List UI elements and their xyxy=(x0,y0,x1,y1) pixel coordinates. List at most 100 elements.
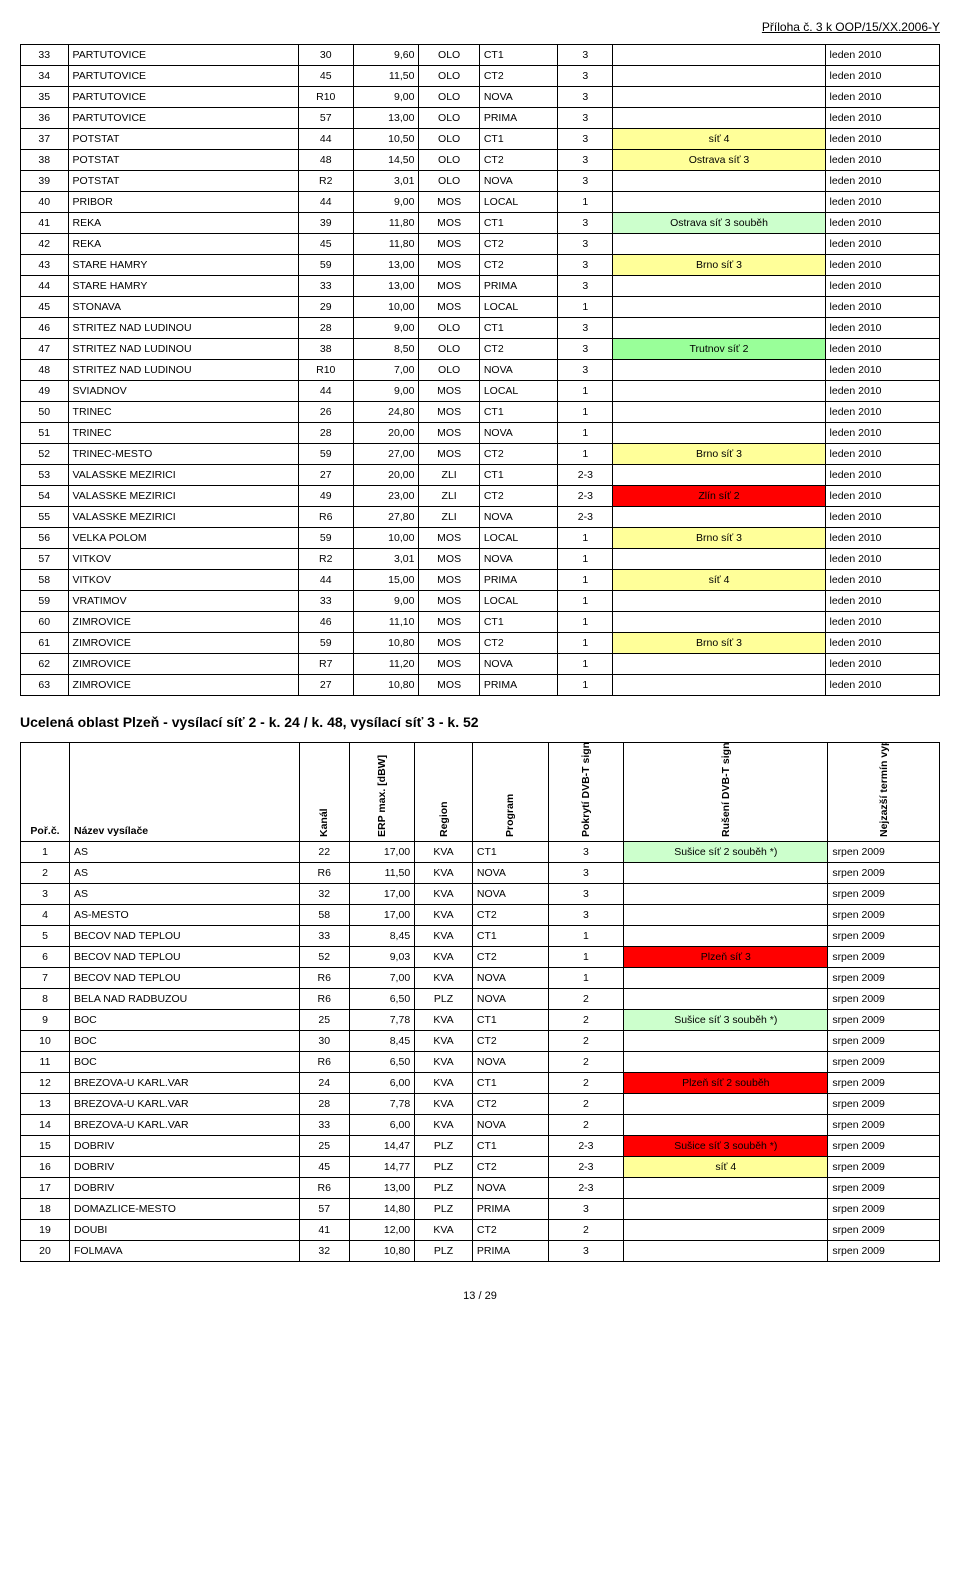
cell: 38 xyxy=(21,150,69,171)
cell: 1 xyxy=(558,297,613,318)
table-row: 35PARTUTOVICER109,00OLONOVA3leden 2010 xyxy=(21,87,940,108)
cell: 3 xyxy=(558,45,613,66)
table-row: 1AS2217,00KVACT13Sušice síť 2 souběh *)s… xyxy=(21,842,940,863)
cell: NOVA xyxy=(479,360,557,381)
cell: 9 xyxy=(21,1010,70,1031)
cell: 1 xyxy=(558,591,613,612)
cell: OLO xyxy=(419,171,479,192)
cell: 3 xyxy=(558,234,613,255)
cell: srpen 2009 xyxy=(828,863,940,884)
cell: PRIMA xyxy=(472,1199,548,1220)
table-row: 3AS3217,00KVANOVA3srpen 2009 xyxy=(21,884,940,905)
cell: 3 xyxy=(558,339,613,360)
cell: LOCAL xyxy=(479,591,557,612)
page-footer: 13 / 29 xyxy=(20,1290,940,1302)
cell: srpen 2009 xyxy=(828,1031,940,1052)
cell: MOS xyxy=(419,444,479,465)
cell: PLZ xyxy=(415,1157,473,1178)
cell: PRIMA xyxy=(479,675,557,696)
cell: 36 xyxy=(21,108,69,129)
cell: 2-3 xyxy=(548,1157,624,1178)
cell: 11 xyxy=(21,1052,70,1073)
cell: 28 xyxy=(299,1094,349,1115)
cell: DOBRIV xyxy=(70,1178,300,1199)
cell: 48 xyxy=(21,360,69,381)
cell: PLZ xyxy=(415,1199,473,1220)
cell: 1 xyxy=(558,612,613,633)
cell: leden 2010 xyxy=(825,360,939,381)
cell: TRINEC-MESTO xyxy=(68,444,298,465)
cell: srpen 2009 xyxy=(828,1241,940,1262)
cell: 20,00 xyxy=(353,423,419,444)
cell: REKA xyxy=(68,213,298,234)
cell: FOLMAVA xyxy=(70,1241,300,1262)
cell: 13,00 xyxy=(353,108,419,129)
cell: CT2 xyxy=(479,486,557,507)
cell xyxy=(624,884,828,905)
cell: 10,80 xyxy=(353,675,419,696)
cell: 8,45 xyxy=(349,1031,414,1052)
cell: MOS xyxy=(419,381,479,402)
cell: 3,01 xyxy=(353,549,419,570)
cell xyxy=(624,1199,828,1220)
col-kanal: Kanál xyxy=(299,743,349,842)
cell: Plzeň síť 2 souběh xyxy=(624,1073,828,1094)
cell: srpen 2009 xyxy=(828,1073,940,1094)
cell: CT2 xyxy=(472,1157,548,1178)
cell: R6 xyxy=(299,989,349,1010)
cell: 33 xyxy=(298,591,353,612)
cell: 33 xyxy=(299,926,349,947)
cell: NOVA xyxy=(472,989,548,1010)
cell: VALASSKE MEZIRICI xyxy=(68,465,298,486)
cell: MOS xyxy=(419,675,479,696)
cell xyxy=(613,465,825,486)
cell: síť 4 xyxy=(613,570,825,591)
cell: 2 xyxy=(548,1115,624,1136)
cell: 2 xyxy=(21,863,70,884)
table-row: 18DOMAZLICE-MESTO5714,80PLZPRIMA3srpen 2… xyxy=(21,1199,940,1220)
cell: 3 xyxy=(548,1199,624,1220)
transmitters-table-1: 33PARTUTOVICE309,60OLOCT13leden 201034PA… xyxy=(20,44,940,696)
cell: Ostrava síť 3 souběh xyxy=(613,213,825,234)
cell xyxy=(613,654,825,675)
cell: PARTUTOVICE xyxy=(68,108,298,129)
cell: 45 xyxy=(298,234,353,255)
cell: leden 2010 xyxy=(825,192,939,213)
cell: CT1 xyxy=(472,1010,548,1031)
cell: NOVA xyxy=(479,87,557,108)
cell: 2 xyxy=(548,1094,624,1115)
cell: STONAVA xyxy=(68,297,298,318)
cell: 17,00 xyxy=(349,905,414,926)
cell: 1 xyxy=(558,654,613,675)
cell: 1 xyxy=(558,633,613,654)
cell: Brno síť 3 xyxy=(613,528,825,549)
cell: 42 xyxy=(21,234,69,255)
cell: ZLI xyxy=(419,465,479,486)
cell: PRIMA xyxy=(479,570,557,591)
cell: leden 2010 xyxy=(825,591,939,612)
cell: 11,80 xyxy=(353,213,419,234)
cell xyxy=(613,675,825,696)
cell: 58 xyxy=(299,905,349,926)
table-row: 45STONAVA2910,00MOSLOCAL1leden 2010 xyxy=(21,297,940,318)
cell: CT1 xyxy=(479,45,557,66)
cell: 3 xyxy=(548,1241,624,1262)
cell: MOS xyxy=(419,402,479,423)
cell: 8 xyxy=(21,989,70,1010)
cell: R6 xyxy=(298,507,353,528)
cell: 33 xyxy=(21,45,69,66)
cell: srpen 2009 xyxy=(828,947,940,968)
cell: 9,60 xyxy=(353,45,419,66)
cell: 1 xyxy=(558,570,613,591)
cell: PRIMA xyxy=(479,276,557,297)
cell: ZIMROVICE xyxy=(68,633,298,654)
cell: 60 xyxy=(21,612,69,633)
cell xyxy=(613,318,825,339)
cell: CT1 xyxy=(472,1073,548,1094)
table-row: 39POTSTATR23,01OLONOVA3leden 2010 xyxy=(21,171,940,192)
cell: BECOV NAD TEPLOU xyxy=(70,968,300,989)
cell: AS-MESTO xyxy=(70,905,300,926)
cell: leden 2010 xyxy=(825,297,939,318)
table-row: 44STARE HAMRY3313,00MOSPRIMA3leden 2010 xyxy=(21,276,940,297)
cell: srpen 2009 xyxy=(828,989,940,1010)
